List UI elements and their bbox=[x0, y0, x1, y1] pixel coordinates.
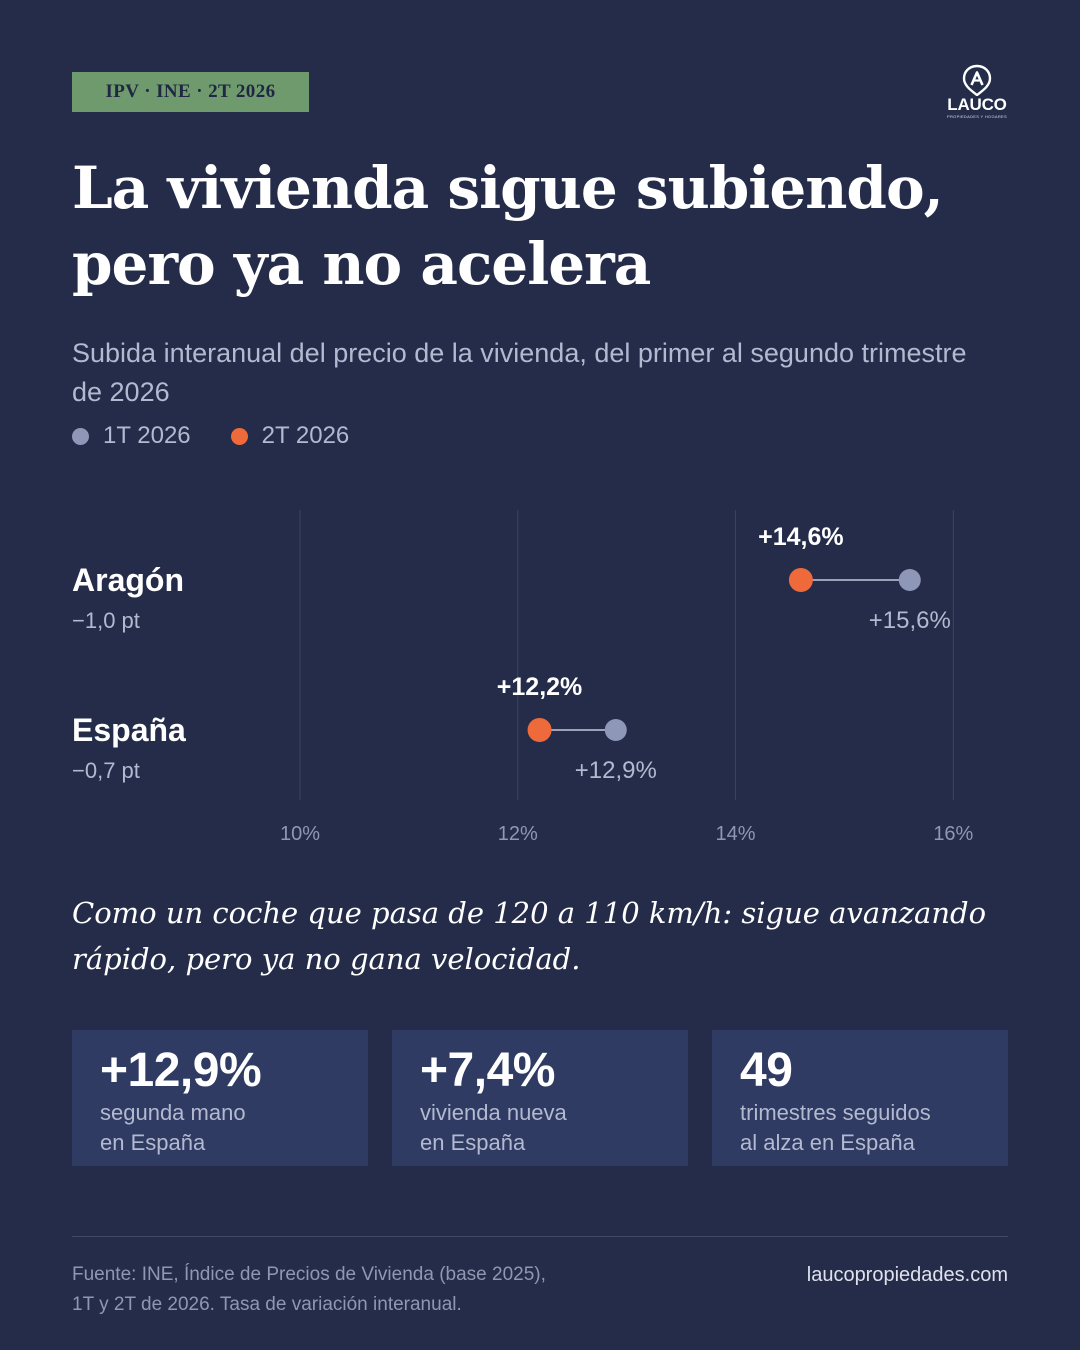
q2-point bbox=[788, 568, 813, 592]
stat-value: 49 bbox=[740, 1044, 793, 1097]
logo-tagline: PROPIEDADES Y HOGARES bbox=[947, 114, 1007, 119]
source-tag: IPV · INE · 2T 2026 bbox=[72, 72, 309, 112]
legend-item-q1: 1T 2026 bbox=[72, 422, 191, 450]
source-line-2: 1T y 2T de 2026. Tasa de variación inter… bbox=[72, 1294, 462, 1315]
legend-label-q1: 1T 2026 bbox=[103, 422, 191, 449]
stat-card-second-hand: +12,9% segunda mano en España bbox=[72, 1030, 368, 1166]
q2-value-label: +12,2% bbox=[497, 673, 583, 701]
lauco-logo: LAUCO PROPIEDADES Y HOGARES bbox=[944, 64, 1010, 122]
stat-card-consecutive-quarters: 49 trimestres seguidos al alza en España bbox=[712, 1030, 1008, 1166]
page-title: La vivienda sigue subiendo, pero ya no a… bbox=[72, 150, 1032, 302]
stat-label-line-2: al alza en España bbox=[740, 1130, 915, 1155]
q2-point bbox=[527, 718, 552, 742]
title-line-1: La vivienda sigue subiendo, bbox=[72, 154, 944, 222]
chart-subtitle: Subida interanual del precio de la vivie… bbox=[72, 338, 967, 407]
row-change-label: −1,0 pt bbox=[72, 608, 140, 633]
x-tick-label: 14% bbox=[716, 823, 756, 845]
stat-value: +7,4% bbox=[420, 1044, 555, 1097]
website-link[interactable]: laucopropiedades.com bbox=[806, 1264, 1008, 1286]
row-label: España bbox=[72, 712, 186, 748]
map-pin-icon bbox=[962, 64, 992, 96]
stat-label-line-1: segunda mano bbox=[100, 1100, 246, 1125]
footer-divider bbox=[72, 1236, 1008, 1237]
title-line-2: pero ya no acelera bbox=[72, 230, 651, 298]
q1-point bbox=[898, 569, 921, 591]
q1-point bbox=[604, 719, 627, 741]
stat-value: +12,9% bbox=[100, 1044, 262, 1097]
x-tick-label: 16% bbox=[933, 823, 973, 845]
x-tick-label: 12% bbox=[498, 823, 538, 845]
quote-line-1: Como un coche que pasa de 120 a 110 km/h… bbox=[72, 896, 987, 930]
legend-item-q2: 2T 2026 bbox=[230, 422, 350, 450]
stat-label-line-1: vivienda nueva bbox=[420, 1100, 567, 1125]
quote-line-2: rápido, pero ya no gana velocidad. bbox=[72, 942, 581, 976]
row-label: Aragón bbox=[72, 562, 184, 598]
stat-card-new-housing: +7,4% vivienda nueva en España bbox=[392, 1030, 688, 1166]
dumbbell-chart: 10% 12% 14% 16% Aragón −1,0 pt +14,6% +15,6% Esp… bbox=[72, 510, 974, 845]
legend-dot-q2 bbox=[230, 427, 248, 445]
logo-wordmark: LAUCO bbox=[947, 95, 1007, 114]
x-tick-label: 10% bbox=[280, 823, 320, 845]
q2-value-label: +14,6% bbox=[758, 523, 844, 551]
chart-legend: 1T 2026 2T 2026 bbox=[72, 420, 389, 452]
legend-dot-q1 bbox=[72, 427, 89, 445]
stat-cards: +12,9% segunda mano en España +7,4% vivi… bbox=[72, 1030, 1008, 1166]
stat-label-line-1: trimestres seguidos bbox=[740, 1100, 931, 1125]
source-note: Fuente: INE, Índice de Precios de Vivien… bbox=[72, 1260, 692, 1320]
stat-label-line-2: en España bbox=[420, 1130, 526, 1155]
row-change-label: −0,7 pt bbox=[72, 758, 140, 783]
analogy-quote: Como un coche que pasa de 120 a 110 km/h… bbox=[72, 890, 1032, 982]
q1-value-label: +12,9% bbox=[575, 757, 657, 784]
source-line-1: Fuente: INE, Índice de Precios de Vivien… bbox=[72, 1264, 546, 1285]
q1-value-label: +15,6% bbox=[869, 607, 951, 634]
stat-label-line-2: en España bbox=[100, 1130, 206, 1155]
legend-label-q2: 2T 2026 bbox=[261, 422, 350, 449]
